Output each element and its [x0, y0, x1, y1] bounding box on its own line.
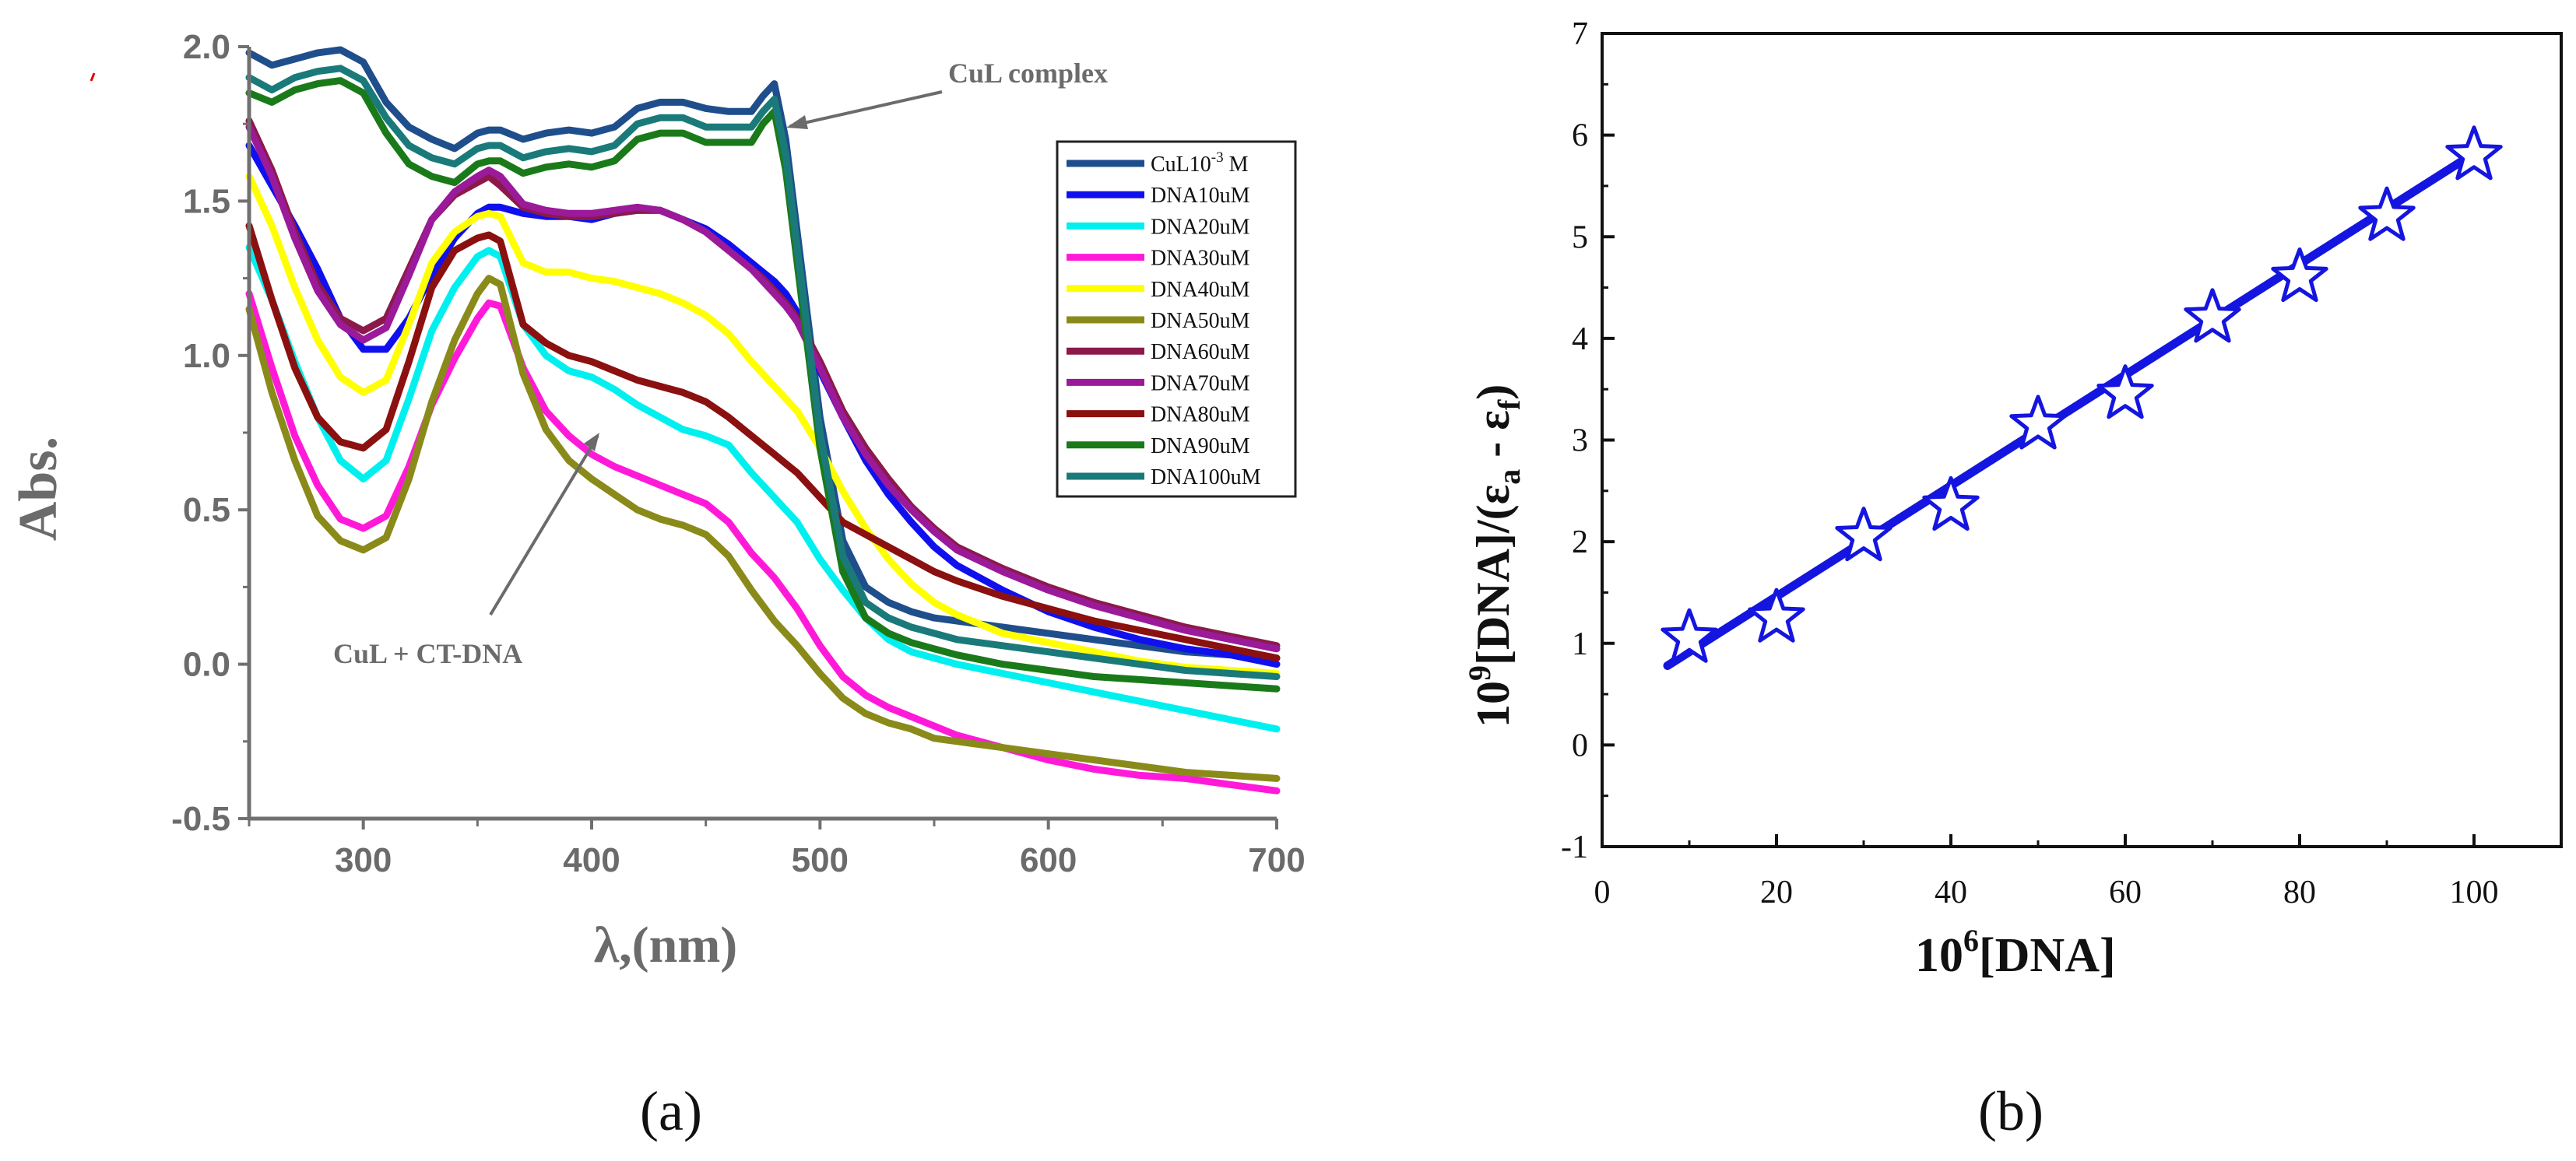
panel-b-fit	[1663, 149, 2479, 670]
series-line-3	[245, 289, 1281, 794]
b-x-tick-label: 60	[2109, 875, 2142, 910]
legend-label: DNA80uM	[1151, 403, 1250, 427]
b-x-tick-label: 80	[2283, 875, 2316, 910]
panel-b-points	[1661, 125, 2503, 663]
data-point-star	[2358, 186, 2416, 241]
b-x-tick-label: 0	[1594, 875, 1611, 910]
series-line-8	[245, 222, 1281, 662]
panel-a-y-ticks: -0.5 0.0 0.5 1.0 1.5 2.0	[171, 28, 249, 838]
panel-b-frame	[1601, 32, 2563, 848]
b-y-tick-label: -1	[1561, 830, 1588, 865]
panel-a-x-label: λ,(nm)	[594, 917, 738, 973]
b-x-tick-label: 40	[1935, 875, 1967, 910]
data-point-star	[2271, 247, 2328, 303]
y-label-mid: [DNA]/(ε	[1467, 485, 1519, 665]
x-label-rest: [DNA]	[1979, 929, 2116, 982]
legend-label: DNA90uM	[1151, 434, 1250, 458]
panel-b-x-label: 106[DNA]	[1915, 923, 2116, 982]
y-label-dash: - ε	[1467, 410, 1519, 469]
panel-b-caption: (b)	[1978, 1080, 2044, 1142]
legend-label: DNA40uM	[1151, 278, 1250, 302]
x-label-base: 10	[1915, 929, 1963, 982]
b-y-tick-label: 3	[1572, 423, 1588, 459]
panel-a-legend: CuL10-3 M DNA10uM DNA20uM DNA30uM DNA40uM DNA…	[1056, 140, 1297, 498]
series-line-2	[245, 244, 1281, 733]
data-point-star	[1922, 475, 1980, 531]
x-label-sup: 6	[1963, 923, 1979, 958]
series-line-7	[245, 123, 1281, 653]
series-line-0	[245, 46, 1281, 662]
annotation-arrow-dna	[489, 434, 599, 616]
annotation-cul-complex: CuL complex	[948, 58, 1108, 89]
data-point-star	[2096, 364, 2154, 419]
y-tick-label: 1.5	[183, 182, 230, 220]
x-tick-label: 300	[335, 841, 392, 879]
data-point-star	[1661, 608, 1718, 663]
panel-a-y-label: Abs.	[9, 437, 69, 541]
data-point-star	[1748, 588, 1805, 643]
panel-b-y-label: 109[DNA]/(εa - εf)	[1462, 384, 1527, 728]
y-label-sup: 9	[1462, 665, 1497, 681]
data-point-star	[1835, 507, 1892, 562]
legend-label: DNA20uM	[1151, 215, 1250, 239]
legend-label: DNA70uM	[1151, 371, 1250, 395]
series-line-9	[245, 77, 1281, 693]
y-label-end: )	[1467, 384, 1519, 400]
legend-label: DNA50uM	[1151, 309, 1250, 333]
y-tick-label: 0.5	[183, 491, 230, 529]
series-line-4	[245, 173, 1281, 677]
fit-line	[1663, 149, 2479, 670]
data-point-star	[2009, 395, 2067, 450]
b-y-tick-label: 6	[1572, 118, 1588, 154]
annotation-arrow-cul	[789, 90, 943, 128]
x-tick-label: 700	[1248, 841, 1305, 879]
b-y-tick-label: 1	[1572, 626, 1588, 662]
y-tick-label: 2.0	[183, 28, 230, 66]
b-y-tick-label: 5	[1572, 219, 1588, 255]
y-tick-label: -0.5	[171, 800, 230, 838]
b-y-tick-label: 7	[1572, 16, 1588, 52]
series-line-10	[245, 65, 1281, 680]
legend-label: CuL10-3 M	[1151, 149, 1249, 177]
panel-a-curves	[245, 46, 1281, 794]
legend-label: DNA30uM	[1151, 247, 1250, 271]
y-tick-label: 1.0	[183, 337, 230, 375]
y-label-base: 10	[1467, 681, 1519, 728]
x-tick-label: 600	[1020, 841, 1077, 879]
panel-a-x-ticks: 300 400 500 600 700	[248, 819, 1306, 879]
b-x-tick-label: 100	[2450, 875, 2499, 910]
legend-label: DNA10uM	[1151, 184, 1250, 208]
y-label-sub1: a	[1492, 469, 1527, 485]
panel-b-y-ticks: -1 0 1 2 3 4 5 6 7	[1561, 16, 1615, 865]
data-point-star	[2184, 288, 2241, 343]
panel-a-chart: -0.5 0.0 0.5 1.0 1.5 2.0 300 400 500 600 700 Abs.…	[9, 28, 1306, 1142]
series-line-5	[245, 275, 1281, 782]
legend-label: DNA100uM	[1151, 465, 1261, 489]
panel-b-x-ticks: 0 20 40 60 80 100	[1594, 834, 2499, 910]
x-tick-label: 400	[563, 841, 620, 879]
annotation-cul-ct-dna: CuL + CT-DNA	[333, 638, 522, 669]
stray-mark	[90, 72, 96, 82]
annotation-arrowhead-cul	[786, 115, 808, 129]
b-x-tick-label: 20	[1760, 875, 1793, 910]
y-label-sub2: f	[1492, 399, 1527, 410]
legend-label: DNA60uM	[1151, 340, 1250, 364]
x-tick-label: 500	[792, 841, 849, 879]
annotation-arrowhead-dna	[584, 433, 599, 451]
b-y-tick-label: 0	[1572, 728, 1588, 763]
panel-a-caption: (a)	[640, 1080, 702, 1142]
data-point-star	[2445, 125, 2503, 181]
y-tick-label: 0.0	[183, 646, 230, 684]
b-y-tick-label: 4	[1572, 321, 1588, 357]
b-y-tick-label: 2	[1572, 524, 1588, 560]
